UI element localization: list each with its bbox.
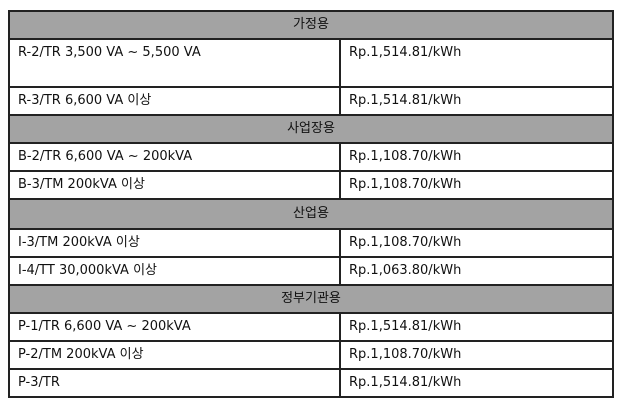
tariff-class-cell: P-2/TM 200kVA 이상 — [8, 340, 341, 370]
section-title: 가정용 — [8, 10, 614, 40]
table-row: I-4/TT 30,000kVA 이상 Rp.1,063.80/kWh — [8, 256, 614, 286]
tariff-rate-cell: Rp.1,108.70/kWh — [339, 340, 614, 370]
tariff-rate-cell: Rp.1,108.70/kWh — [339, 142, 614, 172]
tariff-rate-cell: Rp.1,108.70/kWh — [339, 228, 614, 258]
table-row: B-2/TR 6,600 VA ~ 200kVA Rp.1,108.70/kWh — [8, 142, 614, 172]
section-header-row: 사업장용 — [8, 114, 614, 144]
section-title: 사업장용 — [8, 114, 614, 144]
table-row: R-3/TR 6,600 VA 이상 Rp.1,514.81/kWh — [8, 86, 614, 116]
section-title: 산업용 — [8, 198, 614, 230]
table-row: I-3/TM 200kVA 이상 Rp.1,108.70/kWh — [8, 228, 614, 258]
table-row: P-2/TM 200kVA 이상 Rp.1,108.70/kWh — [8, 340, 614, 370]
tariff-class-cell: R-2/TR 3,500 VA ~ 5,500 VA — [8, 38, 341, 88]
tariff-rate-cell: Rp.1,108.70/kWh — [339, 170, 614, 200]
tariff-class-cell: B-2/TR 6,600 VA ~ 200kVA — [8, 142, 341, 172]
tariff-rate-cell: Rp.1,514.81/kWh — [339, 38, 614, 88]
table-row: P-3/TR Rp.1,514.81/kWh — [8, 368, 614, 398]
section-title: 정부기관용 — [8, 284, 614, 314]
table-row: B-3/TM 200kVA 이상 Rp.1,108.70/kWh — [8, 170, 614, 200]
section-header-row: 가정용 — [8, 10, 614, 40]
tariff-class-cell: I-3/TM 200kVA 이상 — [8, 228, 341, 258]
tariff-rate-cell: Rp.1,514.81/kWh — [339, 368, 614, 398]
section-header-row: 정부기관용 — [8, 284, 614, 314]
tariff-rate-cell: Rp.1,514.81/kWh — [339, 86, 614, 116]
tariff-class-cell: I-4/TT 30,000kVA 이상 — [8, 256, 341, 286]
table-row: P-1/TR 6,600 VA ~ 200kVA Rp.1,514.81/kWh — [8, 312, 614, 342]
tariff-class-cell: B-3/TM 200kVA 이상 — [8, 170, 341, 200]
tariff-class-cell: R-3/TR 6,600 VA 이상 — [8, 86, 341, 116]
tariff-rate-cell: Rp.1,514.81/kWh — [339, 312, 614, 342]
table-row: R-2/TR 3,500 VA ~ 5,500 VA Rp.1,514.81/kW… — [8, 38, 614, 88]
tariff-rate-cell: Rp.1,063.80/kWh — [339, 256, 614, 286]
tariff-class-cell: P-3/TR — [8, 368, 341, 398]
tariff-table: 가정용 R-2/TR 3,500 VA ~ 5,500 VA Rp.1,514.81… — [8, 10, 614, 398]
tariff-class-cell: P-1/TR 6,600 VA ~ 200kVA — [8, 312, 341, 342]
section-header-row: 산업용 — [8, 198, 614, 230]
